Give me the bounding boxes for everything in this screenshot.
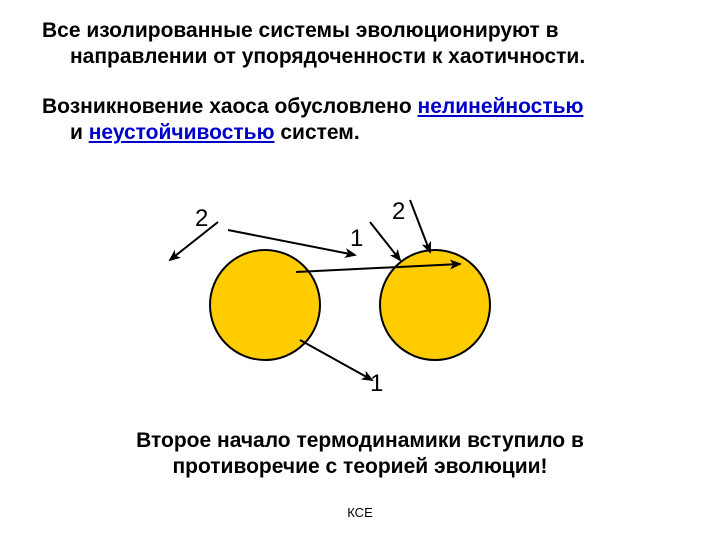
paragraph-3: Второе начало термодинамики вступило в п… [0,428,720,481]
arrow-2-left-out [170,222,218,260]
p3-line1: Второе начало термодинамики вступило в [0,428,720,454]
arrow-2-right-down [410,200,430,252]
label-1-mid: 1 [350,225,363,253]
p3-line2: противоречие с теорией эволюции! [0,454,720,480]
circle-left [210,250,320,360]
arrow-1-down [370,222,400,260]
footer-label: КСЕ [0,505,720,520]
label-2-left: 2 [195,205,208,233]
label-1-bottom: 1 [370,370,383,398]
label-2-right: 2 [392,198,405,226]
arrow-left-to-mid [228,230,355,255]
arrow-to-bottom-1 [300,340,372,380]
